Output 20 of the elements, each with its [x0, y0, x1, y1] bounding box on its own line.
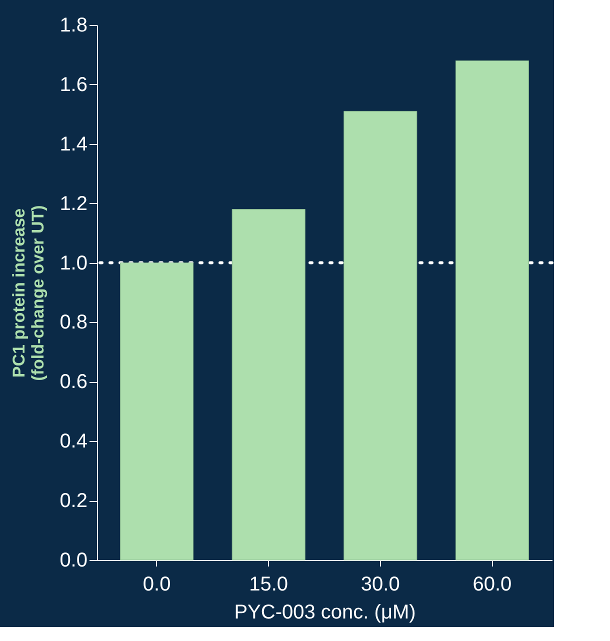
y-tick-label: 0.0	[60, 550, 88, 572]
y-axis-title: PC1 protein increase (fold-change over UT)	[10, 205, 48, 381]
y-tick-label: 1.6	[60, 74, 88, 96]
x-tick-label: 60.0	[472, 574, 512, 596]
x-tick-label: 0.0	[142, 574, 171, 596]
y-tick-label: 1.2	[60, 192, 88, 215]
y-tick-label: 0.6	[60, 371, 88, 394]
x-tick-label: 30.0	[360, 574, 400, 596]
y-tick-label: 0.4	[60, 430, 88, 453]
y-tick-label: 1.0	[60, 252, 88, 274]
bar	[344, 110, 418, 560]
x-axis-title: PYC-003 conc. (μM)	[234, 602, 416, 624]
bar	[455, 60, 529, 560]
bar	[120, 262, 194, 560]
y-tick-label: 0.8	[60, 312, 88, 334]
y-tick-label: 1.4	[60, 133, 88, 156]
bar	[232, 209, 306, 560]
x-tick-label: 15.0	[249, 574, 288, 596]
y-tick-label: 1.8	[60, 14, 88, 36]
y-tick-label: 0.2	[60, 490, 88, 512]
